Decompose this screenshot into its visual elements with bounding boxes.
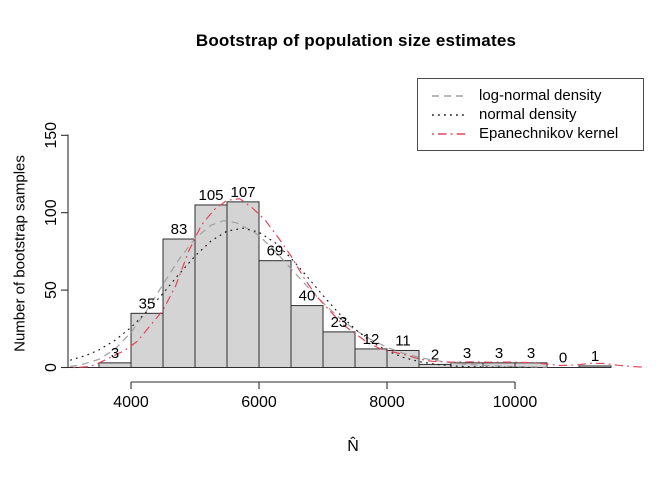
histogram-bars: [67, 201, 612, 369]
bar-count-label: 3: [463, 345, 471, 362]
histogram-bar: [162, 238, 196, 368]
histogram-bar: [354, 348, 388, 369]
curve-dotted: [70, 227, 535, 369]
y-tick-label: 0: [43, 363, 60, 372]
bar-count-label: 12: [363, 331, 380, 348]
y-tick-label: 50: [43, 281, 60, 299]
bar-count-label: 40: [299, 288, 316, 305]
y-tick-label: 150: [43, 122, 60, 149]
bar-count-label: 3: [495, 345, 503, 362]
bar-count-label: 11: [395, 332, 411, 349]
curve-dashdot: [73, 198, 647, 369]
density-curves: [70, 198, 647, 369]
legend-item-lognormal: log-normal density: [431, 86, 643, 105]
bar-count-label: 3: [527, 345, 535, 362]
bar-count-label: 105: [198, 187, 223, 204]
lognormal-line-icon: [432, 94, 467, 97]
y-tick-label: 100: [43, 199, 60, 226]
bar-count-label: 69: [267, 243, 284, 260]
curve-dashed: [70, 219, 548, 368]
bar-count-label: 35: [139, 295, 156, 312]
bar-count-label: 3: [111, 345, 119, 362]
bar-count-label: 83: [171, 221, 188, 238]
x-tick-label: 4000: [113, 394, 149, 411]
legend: log-normal density normal density Epanec…: [417, 78, 644, 151]
normal-line-icon: [432, 113, 467, 116]
bar-count-label: 1: [591, 348, 599, 365]
axes: 0 50 100 150 4000 6000 8000 10000: [43, 122, 537, 411]
x-tick-label: 6000: [241, 394, 277, 411]
legend-label: normal density: [479, 106, 577, 123]
histogram-bar: [322, 331, 356, 368]
histogram-bar: [130, 312, 164, 369]
legend-item-normal: normal density: [431, 105, 643, 124]
plot-title: Bootstrap of population size estimates: [195, 31, 517, 50]
histogram-bar: [290, 305, 324, 368]
legend-label: Epanechnikov kernel: [479, 125, 619, 142]
bar-count-label: 0: [559, 350, 567, 367]
x-tick-label: 8000: [369, 394, 405, 411]
histogram-bar: [386, 349, 420, 368]
histogram-bar: [226, 201, 260, 368]
legend-label: log-normal density: [479, 87, 602, 104]
x-axis-label: N̂: [347, 438, 359, 455]
bar-count-label: 2: [431, 346, 439, 363]
histogram-bar: [98, 362, 132, 368]
histogram-bar: [418, 363, 452, 368]
x-tick-label: 10000: [493, 394, 538, 411]
histogram-bar: [450, 362, 484, 368]
epanechnikov-line-icon: [432, 132, 467, 135]
histogram-bar: [258, 260, 292, 368]
histogram-bar: [578, 365, 612, 368]
bar-count-label: 107: [230, 184, 255, 201]
legend-item-epanechnikov: Epanechnikov kernel: [431, 124, 643, 143]
bar-count-label: 23: [331, 314, 348, 331]
histogram-bar: [194, 204, 228, 368]
